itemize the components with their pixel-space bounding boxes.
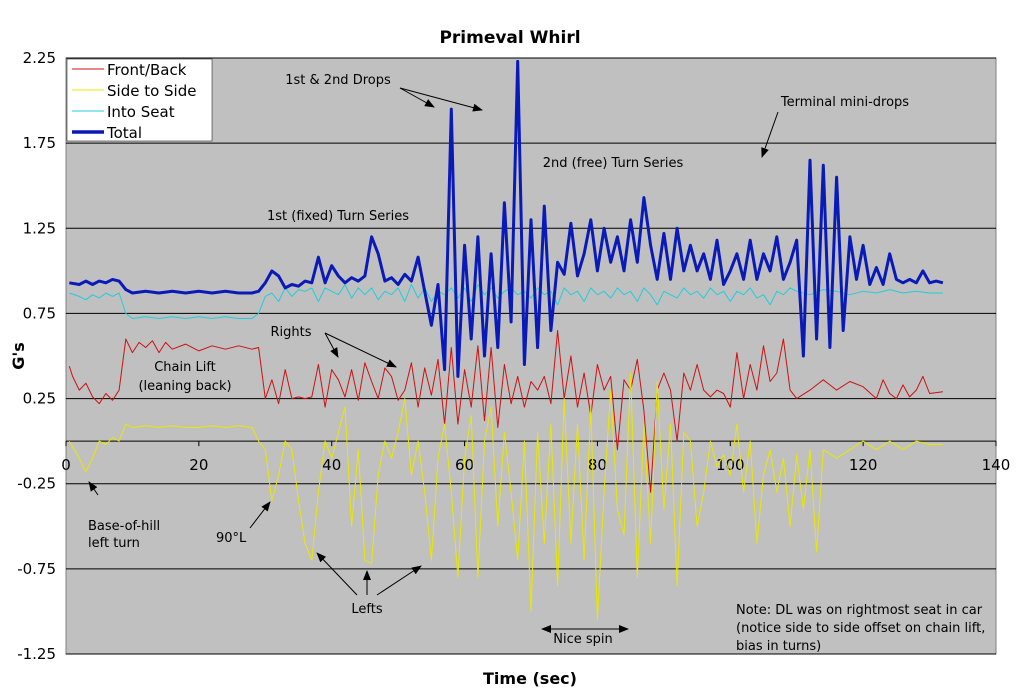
series-line-front-back [68, 330, 943, 493]
arrow-rights-1 [324, 332, 339, 358]
y-tick-label: -0.75 [17, 560, 56, 578]
y-tick-label: 2.25 [23, 49, 56, 67]
arrow-lefts-3 [376, 565, 422, 596]
gridlines [66, 57, 996, 655]
legend-box [66, 58, 213, 142]
x-axis-title: Time (sec) [483, 669, 577, 688]
x-tick-label: 100 [716, 456, 745, 474]
annotation-note-2: (notice side to side offset on chain lif… [736, 621, 985, 636]
arrow-drop-2 [399, 87, 483, 112]
legend: Front/Back Side to Side Into Seat Total [66, 58, 213, 142]
annotation-base-hill: Base-of-hill [88, 519, 160, 534]
legend-label-side-to-side: Side to Side [107, 82, 196, 100]
annotation-note-1: Note: DL was on rightmost seat in car [736, 603, 983, 618]
y-tick-label: 1.25 [23, 219, 56, 237]
y-tick-label: -0.25 [17, 475, 56, 493]
arrow-90l [249, 501, 271, 529]
arrow-lefts-1 [316, 552, 358, 596]
annotation-chain-lift: Chain Lift [154, 360, 216, 375]
x-tick-label: 80 [588, 456, 607, 474]
x-tick-label: 20 [189, 456, 208, 474]
legend-label-into-seat: Into Seat [107, 103, 175, 121]
annotation-terminal: Terminal mini-drops [780, 95, 909, 110]
annotation-arrows [88, 87, 779, 633]
annotation-leaning: (leaning back) [138, 379, 231, 394]
annotation-90l: 90°L [216, 531, 247, 546]
annotation-fixed-turns: 1st (fixed) Turn Series [267, 209, 409, 224]
y-axis-title: G's [9, 342, 28, 370]
y-tick-label: 0.25 [23, 390, 56, 408]
x-tick-label: 140 [982, 456, 1011, 474]
annotation-drops: 1st & 2nd Drops [285, 73, 391, 88]
y-tick-label: -1.25 [17, 645, 56, 663]
annotation-rights: Rights [270, 325, 311, 340]
arrow-rights-2 [324, 332, 397, 368]
series-lines [68, 59, 944, 621]
x-tick-label: 120 [849, 456, 878, 474]
y-tick-labels: 2.25 1.75 1.25 0.75 0.25 -0.25 -0.75 -1.25 [17, 49, 56, 663]
annotation-lefts: Lefts [351, 602, 382, 617]
series-line-side-to-side [68, 372, 943, 621]
annotations: 1st & 2nd Drops Terminal mini-drops 2nd … [88, 73, 985, 654]
annotation-left-turn: left turn [88, 536, 140, 551]
y-tick-label: 1.75 [23, 134, 56, 152]
annotation-note-3: bias in turns) [736, 639, 821, 654]
arrow-terminal [761, 111, 779, 158]
arrow-drop-1 [399, 87, 435, 108]
plot-area [65, 57, 997, 655]
annotation-free-turns: 2nd (free) Turn Series [543, 156, 684, 171]
arrow-base-hill [88, 481, 99, 496]
series-line-total [69, 59, 944, 378]
legend-label-front-back: Front/Back [107, 61, 187, 79]
y-tick-label: 0.75 [23, 304, 56, 322]
x-tick-label: 40 [322, 456, 341, 474]
legend-label-total: Total [106, 124, 142, 142]
annotation-nice-spin: Nice spin [553, 632, 613, 647]
chart-title: Primeval Whirl [439, 28, 580, 48]
x-tick-label: 0 [61, 456, 71, 474]
